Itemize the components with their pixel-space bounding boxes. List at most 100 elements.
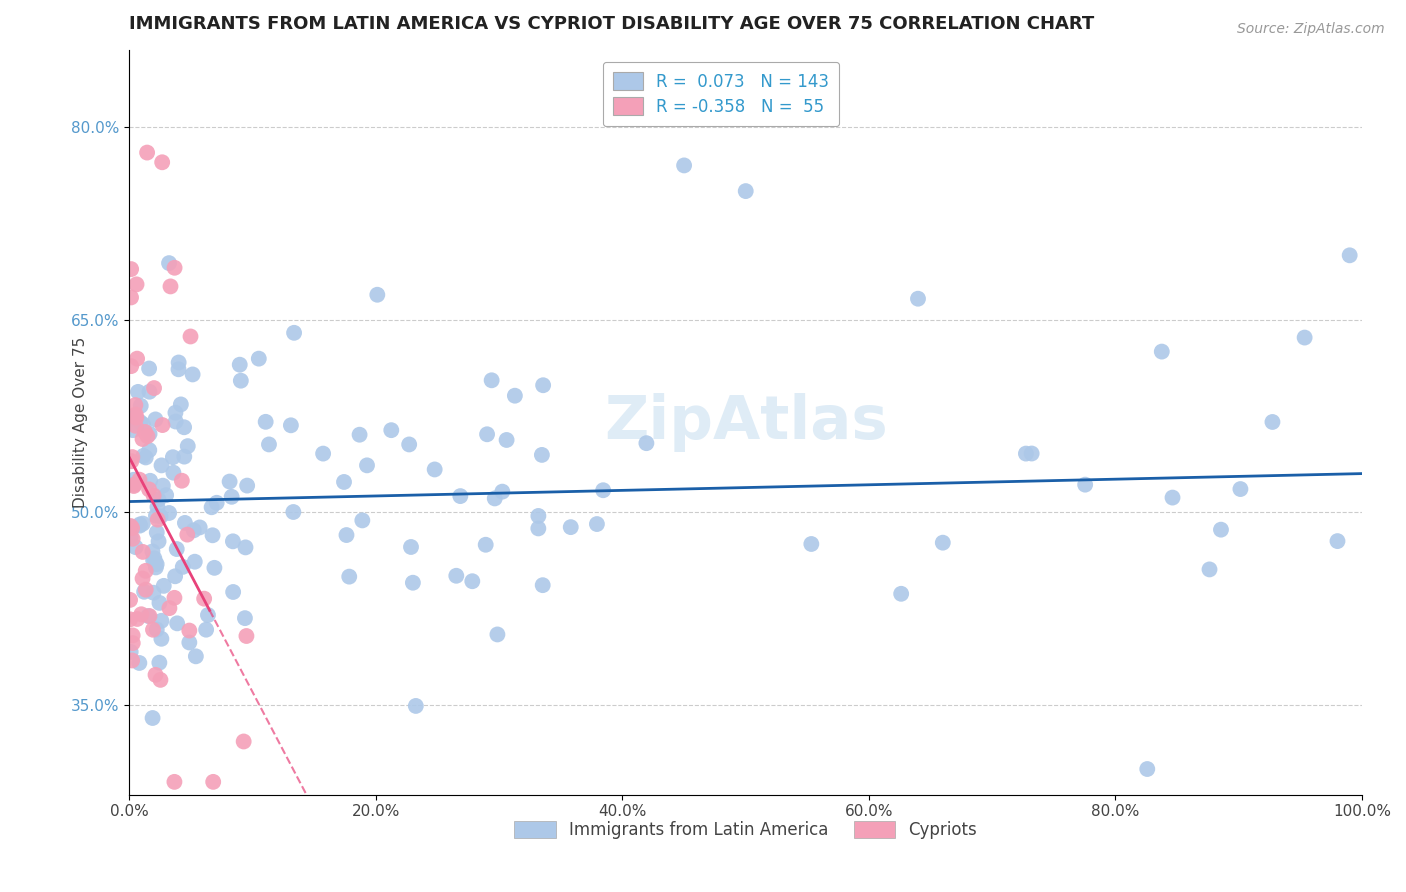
Point — [142, 711, 165, 725]
Point — [181, 368, 204, 382]
Point — [195, 623, 218, 637]
Point — [1161, 491, 1184, 505]
Point — [173, 420, 195, 434]
Point — [120, 454, 142, 468]
Text: Disability Age Over 75: Disability Age Over 75 — [73, 336, 87, 508]
Point — [145, 668, 167, 682]
Point — [1326, 534, 1348, 549]
Point — [152, 418, 174, 433]
Point — [148, 534, 170, 549]
Point — [138, 426, 160, 441]
Point — [337, 569, 360, 583]
Point — [148, 492, 170, 507]
Point — [131, 572, 153, 586]
Point — [165, 569, 187, 583]
Point — [205, 496, 228, 510]
Point — [184, 555, 207, 569]
Point — [423, 462, 446, 476]
Point — [484, 491, 506, 506]
Point — [1209, 523, 1232, 537]
Point — [131, 432, 153, 446]
Point — [145, 412, 167, 426]
Point — [121, 636, 143, 650]
Point — [405, 698, 427, 713]
Point — [283, 505, 305, 519]
Point — [132, 545, 155, 559]
Point — [1150, 344, 1173, 359]
Point — [136, 609, 159, 624]
Point — [120, 359, 142, 373]
Point — [1021, 446, 1043, 460]
Point — [122, 479, 145, 493]
Point — [177, 439, 200, 453]
Point — [235, 629, 257, 643]
Point — [127, 351, 149, 366]
Point — [124, 477, 146, 491]
Point — [132, 516, 155, 531]
Point — [527, 521, 550, 535]
Point — [184, 649, 207, 664]
Point — [148, 656, 170, 670]
Point — [335, 528, 357, 542]
Point — [1339, 248, 1361, 262]
Point — [134, 425, 156, 439]
Point — [146, 513, 169, 527]
Point — [174, 516, 197, 530]
Point — [120, 645, 142, 659]
Point — [132, 449, 155, 463]
Point — [461, 574, 484, 589]
Point — [138, 483, 160, 497]
Point — [283, 326, 305, 340]
Point — [402, 575, 425, 590]
Point — [162, 450, 184, 465]
Point — [734, 184, 756, 198]
Point — [167, 355, 190, 369]
Point — [150, 632, 173, 646]
Point — [446, 568, 468, 582]
Point — [503, 389, 526, 403]
Point — [233, 611, 256, 625]
Point — [398, 437, 420, 451]
Point — [122, 477, 145, 491]
Point — [121, 520, 143, 534]
Point — [145, 560, 167, 574]
Point — [152, 478, 174, 492]
Point — [121, 628, 143, 642]
Point — [333, 475, 356, 489]
Point — [141, 544, 163, 558]
Point — [352, 513, 374, 527]
Point — [138, 609, 160, 624]
Point — [146, 525, 169, 540]
Point — [280, 418, 302, 433]
Point — [170, 397, 193, 411]
Point — [128, 518, 150, 533]
Point — [1015, 447, 1038, 461]
Point — [586, 516, 609, 531]
Point — [135, 450, 157, 465]
Point — [121, 450, 143, 464]
Point — [486, 627, 509, 641]
Point — [157, 601, 180, 615]
Point — [183, 524, 205, 538]
Point — [155, 488, 177, 502]
Point — [145, 556, 167, 570]
Point — [143, 381, 166, 395]
Point — [366, 287, 388, 301]
Point — [120, 593, 142, 607]
Point — [122, 423, 145, 437]
Point — [193, 591, 215, 606]
Point — [120, 530, 142, 544]
Point — [201, 500, 224, 515]
Text: ZipAtlas: ZipAtlas — [603, 392, 887, 451]
Point — [136, 429, 159, 443]
Point — [232, 734, 254, 748]
Point — [121, 653, 143, 667]
Point — [124, 540, 146, 554]
Point — [127, 612, 149, 626]
Point — [163, 775, 186, 789]
Point — [179, 624, 201, 638]
Point — [125, 408, 148, 422]
Point — [124, 418, 146, 433]
Point — [673, 158, 696, 172]
Point — [142, 553, 165, 567]
